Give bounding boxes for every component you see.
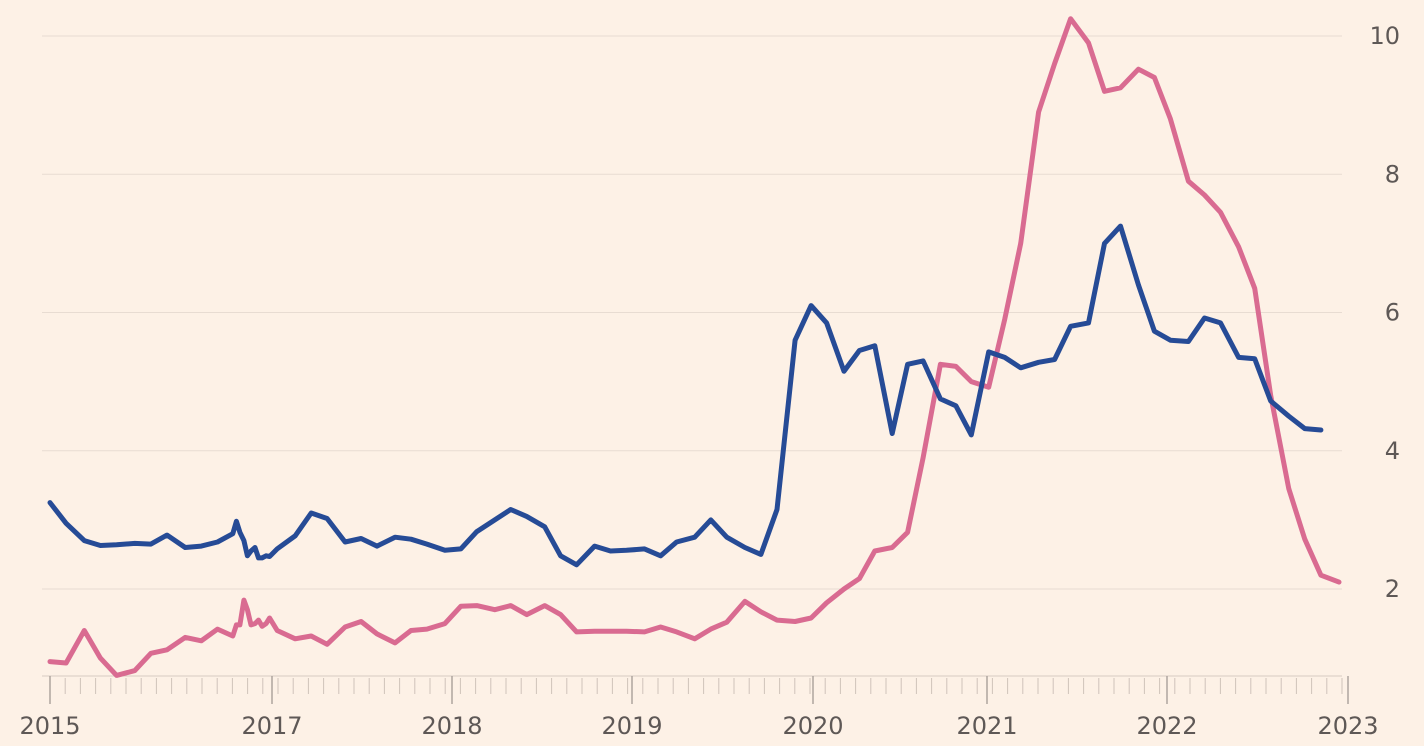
y-tick-label: 6 [1385, 299, 1400, 327]
y-tick-label: 10 [1369, 22, 1400, 50]
x-tick-label: 2023 [1317, 712, 1378, 740]
y-tick-label: 4 [1385, 437, 1400, 465]
y-tick-label: 2 [1385, 575, 1400, 603]
x-tick-label: 2018 [421, 712, 482, 740]
x-tick-label: 2015 [19, 712, 80, 740]
series-line-blue [47, 223, 1324, 568]
x-axis-ticks [49, 676, 1349, 704]
x-tick-label: 2019 [601, 712, 662, 740]
series-layer [47, 16, 1342, 678]
grid-layer [42, 35, 1342, 677]
axis-labels: 2 4 6 8 10 2015 2017 2018 2019 2020 2021 2022 2023 [19, 22, 1400, 740]
y-tick-label: 8 [1385, 160, 1400, 188]
series-line-pink [47, 16, 1342, 678]
x-tick-label: 2017 [241, 712, 302, 740]
x-tick-label: 2021 [956, 712, 1017, 740]
x-tick-label: 2020 [782, 712, 843, 740]
x-tick-label: 2022 [1136, 712, 1197, 740]
